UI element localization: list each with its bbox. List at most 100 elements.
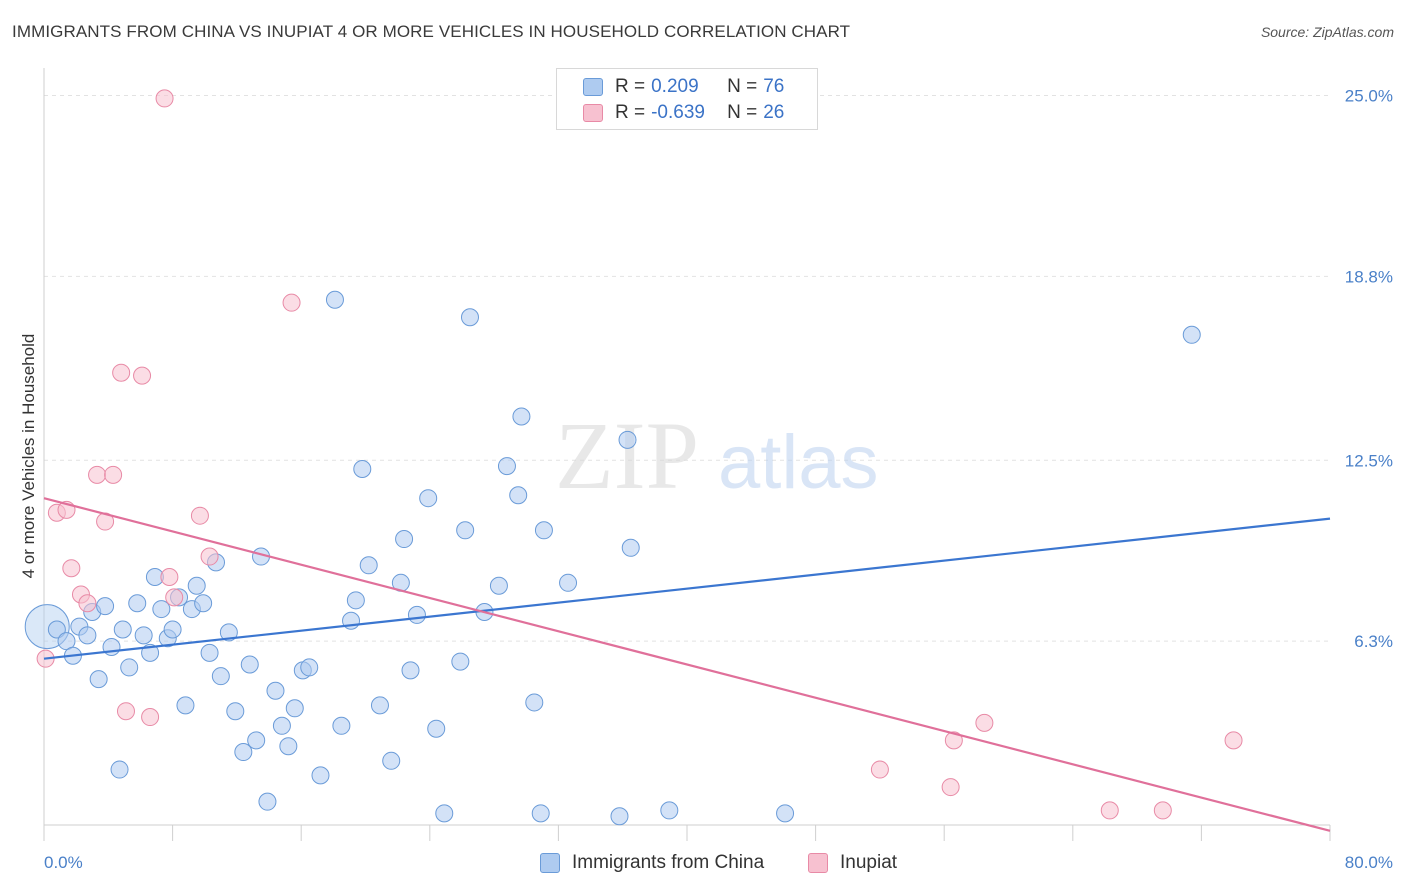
point-inupiat <box>160 567 179 586</box>
series-legend-label: Inupiat <box>840 852 898 873</box>
point-immigrants-china <box>419 489 438 508</box>
grid-lines <box>44 95 1330 642</box>
point-immigrants-china <box>346 591 365 610</box>
point-inupiat <box>88 465 107 484</box>
point-immigrants-china <box>534 521 553 540</box>
point-immigrants-china <box>509 486 528 505</box>
point-inupiat <box>116 702 135 721</box>
legend-r-value: 0.209 <box>651 76 699 97</box>
point-immigrants-china <box>359 556 378 575</box>
point-immigrants-china <box>311 766 330 785</box>
point-immigrants-china <box>120 658 139 677</box>
point-immigrants-china <box>285 699 304 718</box>
point-immigrants-china <box>660 801 679 820</box>
point-immigrants-china <box>234 743 253 762</box>
point-immigrants-china <box>152 600 171 619</box>
watermark-atlas: atlas <box>718 420 879 505</box>
point-immigrants-china <box>618 430 637 449</box>
legend-n-value: 76 <box>763 76 785 97</box>
point-inupiat <box>941 778 960 797</box>
point-inupiat <box>975 713 994 732</box>
point-immigrants-china <box>353 460 372 479</box>
point-immigrants-china <box>395 530 414 549</box>
point-immigrants-china <box>559 573 578 592</box>
point-immigrants-china <box>113 620 132 639</box>
chart-source: Source: ZipAtlas.com <box>1260 24 1394 40</box>
series-legend-inupiat[interactable]: Inupiat <box>808 852 897 874</box>
point-inupiat <box>190 506 209 525</box>
tick-labels: 6.3% 12.5% 18.8% 25.0% 0.0% 80.0% <box>44 87 1393 872</box>
point-immigrants-china <box>325 290 344 309</box>
point-inupiat <box>1153 801 1172 820</box>
point-immigrants-china <box>525 693 544 712</box>
point-immigrants-china <box>272 716 291 735</box>
point-immigrants-china <box>200 643 219 662</box>
legend-row-inupiat: R = -0.639 N = 26 <box>583 101 784 125</box>
point-immigrants-china <box>621 538 640 557</box>
point-inupiat <box>112 363 131 382</box>
point-inupiat <box>78 594 97 613</box>
point-inupiat <box>1224 731 1243 750</box>
point-immigrants-china <box>451 652 470 671</box>
y-tick-label: 18.8% <box>1345 267 1393 286</box>
point-immigrants-china <box>134 626 153 645</box>
y-tick-label: 6.3% <box>1354 632 1393 651</box>
trend-line-inupiat <box>43 497 1331 832</box>
point-immigrants-china <box>382 751 401 770</box>
point-inupiat <box>1100 801 1119 820</box>
point-immigrants-china <box>187 576 206 595</box>
point-inupiat <box>141 708 160 727</box>
legend-n-label: N = <box>727 102 758 123</box>
series-legend-china[interactable]: Immigrants from China <box>540 852 764 874</box>
point-immigrants-china <box>300 658 319 677</box>
watermark: ZIP atlas <box>555 402 879 509</box>
point-immigrants-china <box>776 804 795 823</box>
point-immigrants-china <box>531 804 550 823</box>
legend-n-value: 26 <box>763 102 785 123</box>
trend-line-immigrants-china <box>43 517 1331 660</box>
point-immigrants-china <box>401 661 420 680</box>
point-inupiat <box>944 731 963 750</box>
trend-lines <box>43 497 1331 832</box>
point-immigrants-china <box>266 681 285 700</box>
legend-swatch-blue <box>583 78 603 96</box>
point-immigrants-china <box>128 594 147 613</box>
point-inupiat <box>870 760 889 779</box>
y-tick-label: 12.5% <box>1345 451 1393 470</box>
point-immigrants-china <box>512 407 531 426</box>
point-inupiat <box>200 547 219 566</box>
point-inupiat <box>62 559 81 578</box>
x-tick-label-min: 0.0% <box>44 853 83 872</box>
point-immigrants-china <box>211 667 230 686</box>
y-axis-label: 4 or more Vehicles in Household <box>19 334 38 579</box>
point-immigrants-china <box>456 521 475 540</box>
legend-row-china: R = 0.209 N = 76 <box>583 75 784 99</box>
point-immigrants-china <box>407 605 426 624</box>
series-legend: Immigrants from China Inupiat <box>0 852 1406 878</box>
series-swatch-blue <box>540 853 560 873</box>
point-immigrants-china <box>332 716 351 735</box>
point-immigrants-china <box>194 594 213 613</box>
watermark-zip: ZIP <box>555 402 699 509</box>
chart-title: IMMIGRANTS FROM CHINA VS INUPIAT 4 OR MO… <box>12 22 851 41</box>
point-immigrants-china <box>110 760 129 779</box>
point-immigrants-china <box>240 655 259 674</box>
x-tick-label-max: 80.0% <box>1345 853 1393 872</box>
point-inupiat <box>165 588 184 607</box>
legend-swatch-pink <box>583 104 603 122</box>
series-legend-label: Immigrants from China <box>572 852 765 873</box>
point-immigrants-china <box>226 702 245 721</box>
y-tick-label: 25.0% <box>1345 87 1393 106</box>
point-immigrants-china <box>89 670 108 689</box>
point-immigrants-china <box>247 731 266 750</box>
point-immigrants-china <box>47 620 66 639</box>
point-immigrants-china <box>489 576 508 595</box>
axes <box>43 68 1331 841</box>
point-immigrants-china <box>96 597 115 616</box>
point-inupiat <box>282 293 301 312</box>
legend-r-value: -0.639 <box>651 102 705 123</box>
point-immigrants-china <box>435 804 454 823</box>
point-immigrants-china <box>427 719 446 738</box>
legend-r-label: R = <box>615 102 646 123</box>
